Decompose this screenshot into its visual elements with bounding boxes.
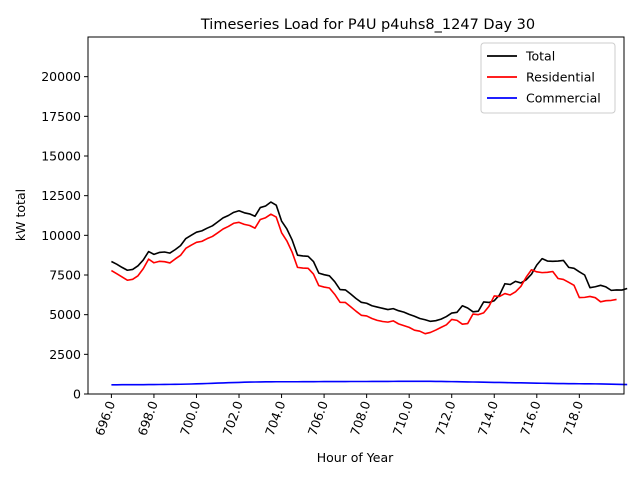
- y-tick-label: 20000: [41, 69, 81, 84]
- y-axis-label: kW total: [13, 189, 28, 241]
- y-tick-label: 2500: [49, 347, 81, 362]
- x-axis-label: Hour of Year: [317, 450, 394, 465]
- y-tick-label: 12500: [41, 188, 81, 203]
- legend-label-commercial: Commercial: [526, 91, 601, 106]
- legend: Total Residential Commercial: [480, 42, 616, 114]
- y-tick-label: 17500: [41, 109, 81, 124]
- legend-label-total: Total: [525, 49, 555, 64]
- y-tick-label: 7500: [49, 268, 81, 283]
- legend-box: [480, 42, 616, 114]
- series-line-residential: [110, 213, 617, 335]
- plot-area-frame: [87, 36, 625, 395]
- legend-items: Total Residential Commercial: [487, 49, 601, 106]
- y-tick-label: 0: [73, 387, 81, 402]
- chart-title: Timeseries Load for P4U p4uhs8_1247 Day …: [200, 17, 535, 33]
- y-tick-label: 10000: [41, 228, 81, 243]
- series-line-commercial: [111, 380, 628, 386]
- y-tick-label: 15000: [41, 149, 81, 164]
- y-tick-label: 5000: [49, 307, 81, 322]
- series-line-total: [111, 201, 628, 323]
- series-layer: [110, 201, 628, 386]
- legend-label-residential: Residential: [526, 70, 595, 85]
